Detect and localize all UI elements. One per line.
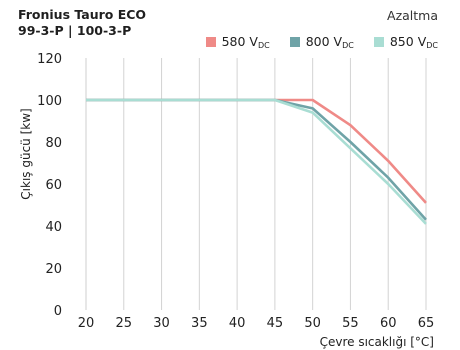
series-line-1 (86, 98, 427, 221)
x-tick-label-55: 55 (342, 316, 359, 331)
legend-item-800: 800 VDC (289, 34, 354, 50)
x-tick-label-45: 45 (267, 316, 284, 331)
y-axis-label: Çıkış gücü [kw] (19, 108, 33, 199)
legend-swatch-580 (205, 37, 216, 47)
x-tick-label-30: 30 (153, 316, 170, 331)
x-tick-label-25: 25 (116, 316, 133, 331)
y-tick-label-80: 80 (45, 136, 62, 151)
y-tick-label-20: 20 (45, 262, 62, 277)
legend-label-800: 800 VDC (305, 34, 354, 50)
x-tick-label-20: 20 (78, 316, 95, 331)
chart-legend: 580 VDC 800 VDC 850 VDC (205, 34, 438, 50)
x-tick-label-40: 40 (229, 316, 246, 331)
chart-title-line1: Fronius Tauro ECO (18, 7, 147, 22)
series-line-2 (86, 98, 427, 225)
legend-swatch-800 (289, 37, 300, 47)
y-tick-label-40: 40 (45, 220, 62, 235)
x-tick-label-60: 60 (380, 316, 397, 331)
chart-title-line2: 99-3-P | 100-3-P (18, 23, 132, 38)
grid-lines (85, 58, 427, 310)
legend-label-580: 580 VDC (221, 34, 270, 50)
x-axis-label: Çevre sıcaklığı [°C] (320, 335, 434, 349)
x-tick-label-65: 65 (418, 316, 435, 331)
series-lines (86, 98, 427, 225)
chart-title: Fronius Tauro ECO 99-3-P | 100-3-P (18, 7, 146, 39)
mode-label: Azaltma (387, 8, 438, 23)
legend-item-580: 580 VDC (205, 34, 270, 50)
legend-label-850: 850 VDC (389, 34, 438, 50)
y-tick-label-120: 120 (37, 52, 62, 67)
x-tick-label-50: 50 (304, 316, 321, 331)
y-tick-label-60: 60 (45, 178, 62, 193)
legend-item-850: 850 VDC (373, 34, 438, 50)
x-tick-label-35: 35 (191, 316, 208, 331)
tick-labels: 20 25 30 35 40 45 50 55 60 65 0 20 40 60 80 100 120 (37, 52, 434, 331)
legend-swatch-850 (373, 37, 384, 47)
y-tick-label-0: 0 (54, 304, 62, 319)
series-line-0 (86, 98, 427, 204)
y-tick-label-100: 100 (37, 94, 62, 109)
